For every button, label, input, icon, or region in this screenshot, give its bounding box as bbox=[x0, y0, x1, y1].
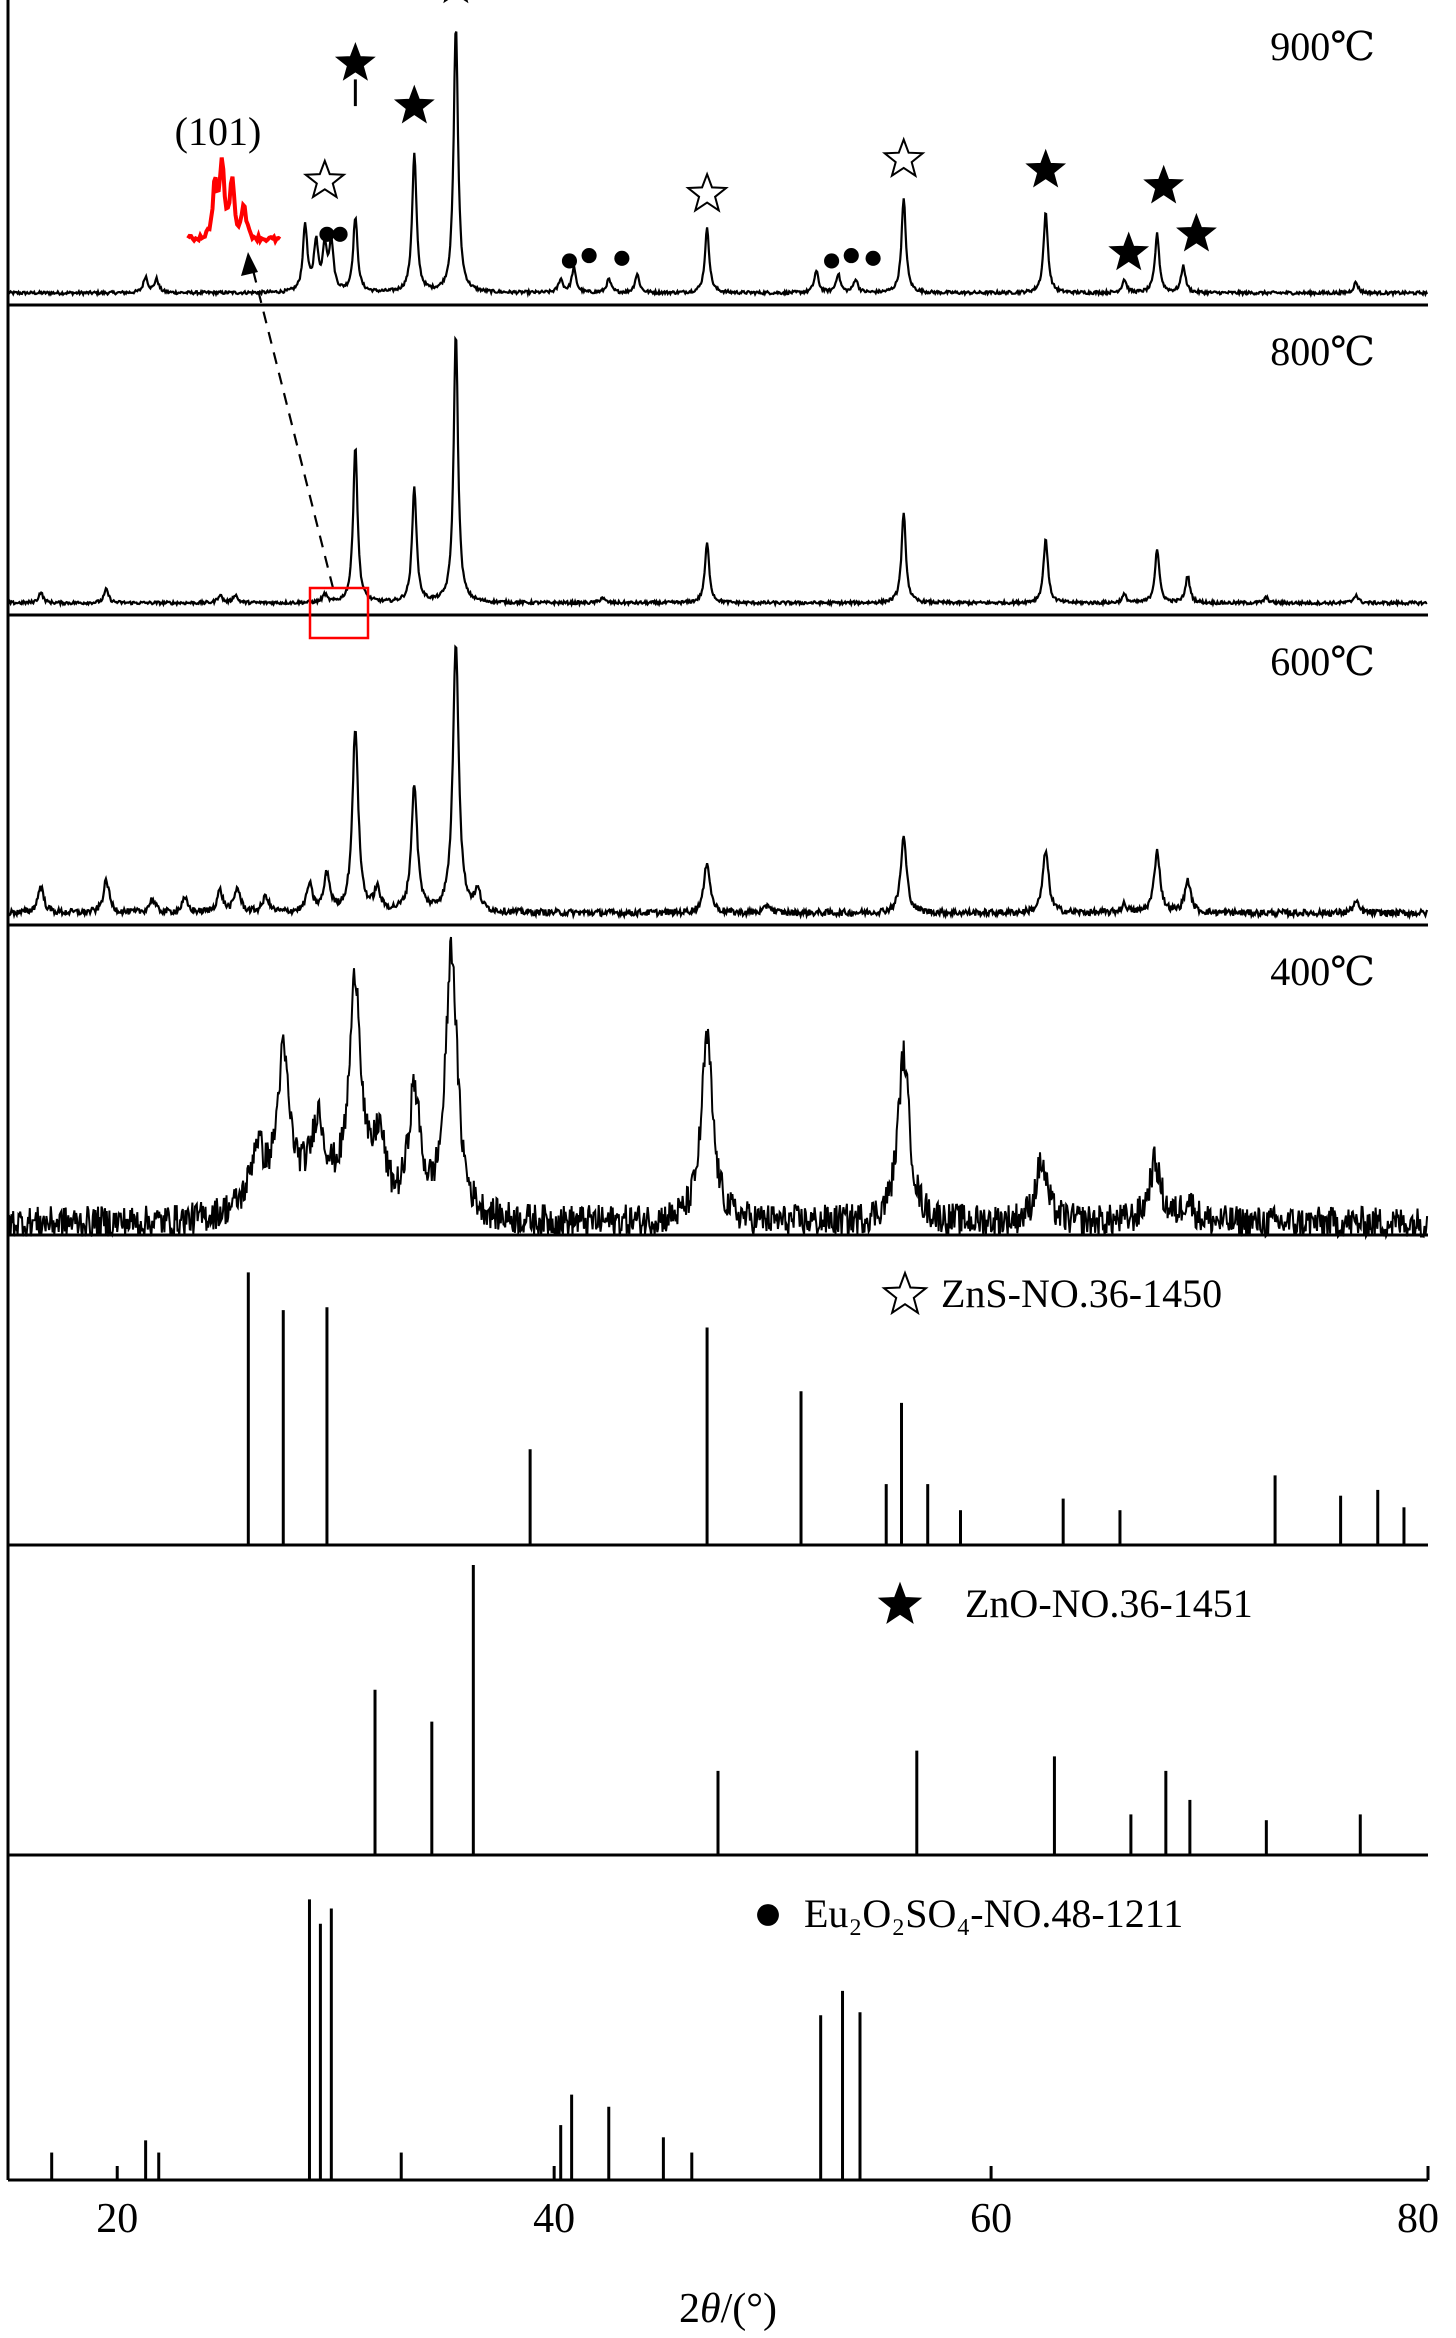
open-star-marker bbox=[302, 158, 347, 200]
reference-legend-text: ZnO-NO.36-1451 bbox=[965, 1581, 1253, 1626]
open-star-marker bbox=[881, 136, 926, 179]
xrd-trace bbox=[7, 936, 1429, 1241]
dot-marker bbox=[824, 253, 840, 269]
open-star-marker bbox=[685, 171, 729, 213]
filled-star-marker bbox=[1176, 212, 1217, 252]
panel-3: 600℃ bbox=[6, 639, 1429, 921]
dot-marker bbox=[561, 253, 578, 269]
inset-peak-101 bbox=[186, 157, 282, 247]
x-tick-label: 40 bbox=[533, 2196, 575, 2242]
panel-6: ZnO-NO.36-1451 bbox=[373, 1565, 1362, 1855]
temperature-label: 800℃ bbox=[1270, 329, 1375, 374]
dot-marker bbox=[757, 1904, 779, 1926]
temperature-label: 900℃ bbox=[1270, 24, 1375, 69]
x-tick-label: 60 bbox=[970, 2196, 1012, 2242]
panel-2: 800℃ bbox=[7, 329, 1428, 640]
x-axis-label: 2θ/(°) bbox=[679, 2286, 777, 2332]
xrd-trace bbox=[7, 335, 1428, 609]
axes-frame bbox=[6, 0, 1428, 2182]
reference-legend-text: ZnS-NO.36-1450 bbox=[941, 1271, 1222, 1316]
x-axis-ticks: 20 40 60 80 bbox=[96, 2166, 1439, 2242]
x-tick-label: 80 bbox=[1397, 2196, 1439, 2242]
filled-star-marker bbox=[877, 1581, 923, 1624]
temperature-label: 400℃ bbox=[1270, 949, 1375, 994]
inset-label: (101) bbox=[175, 109, 262, 154]
xrd-trace bbox=[7, 31, 1429, 299]
zoom-arrow bbox=[251, 269, 335, 589]
panels: 900℃ (101) 800℃ 600℃ 400℃ ZnS-NO.36-1450 ZnO-N… bbox=[6, 0, 1429, 2180]
panel-1: 900℃ (101) bbox=[7, 0, 1429, 589]
temperature-label: 600℃ bbox=[1270, 639, 1375, 684]
dot-marker bbox=[865, 250, 881, 266]
panel-7: Eu₂O₂SO₄-NO.48-1211 bbox=[50, 1891, 1183, 2180]
filled-star-marker bbox=[1143, 164, 1185, 204]
zoom-box bbox=[308, 586, 370, 640]
zoom-arrowhead bbox=[241, 252, 258, 276]
reference-legend-text: Eu₂O₂SO₄-NO.48-1211 bbox=[804, 1891, 1183, 1936]
filled-star-marker bbox=[443, 0, 469, 4]
xrd-trace bbox=[6, 644, 1429, 921]
filled-star-marker bbox=[1025, 148, 1067, 188]
open-star-marker bbox=[881, 1270, 929, 1316]
filled-star-marker bbox=[1108, 231, 1150, 271]
panel-5: ZnS-NO.36-1450 bbox=[246, 1270, 1406, 1545]
dot-marker bbox=[319, 226, 335, 242]
dot-marker bbox=[614, 250, 630, 266]
dot-marker bbox=[581, 248, 597, 264]
panel-4: 400℃ bbox=[7, 936, 1429, 1241]
filled-star-marker bbox=[393, 84, 435, 124]
x-tick-label: 20 bbox=[96, 2196, 138, 2242]
filled-star-marker bbox=[334, 41, 376, 81]
dot-marker bbox=[843, 248, 859, 264]
dot-marker bbox=[332, 226, 348, 242]
